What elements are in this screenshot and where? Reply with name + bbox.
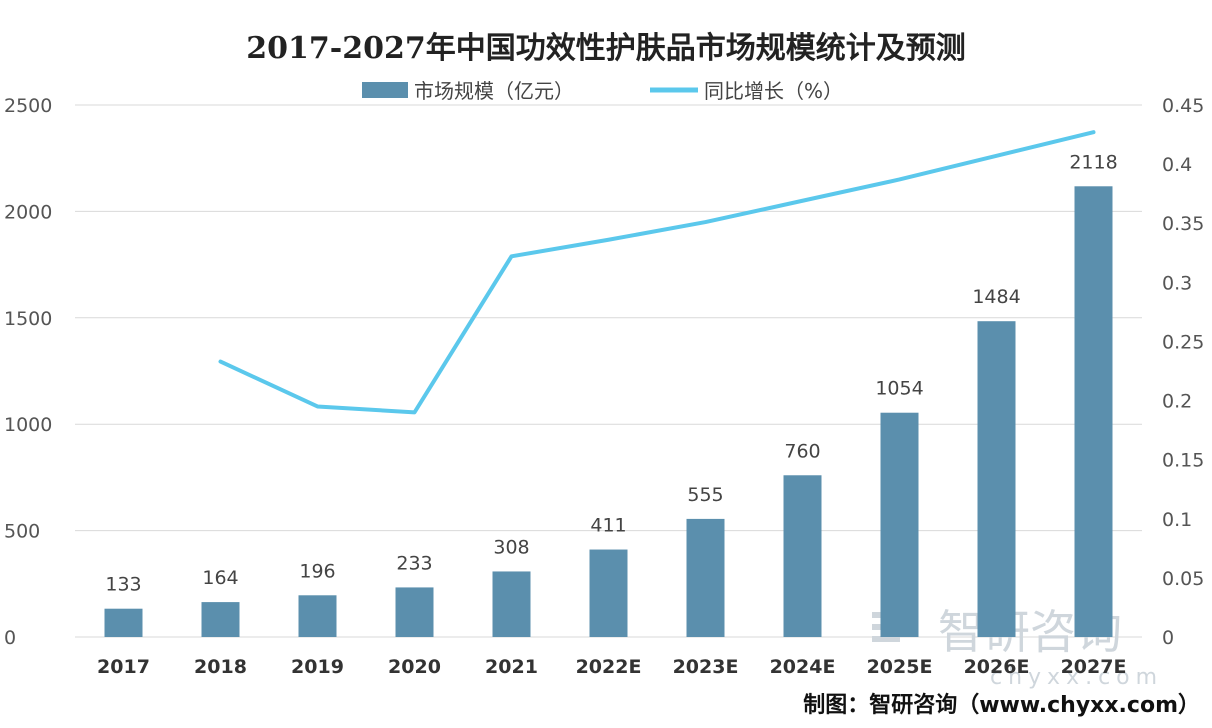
right-tick-label: 0.45	[1162, 95, 1204, 117]
legend-line-label: 同比增长（%）	[704, 79, 843, 103]
x-tick-label: 2026E	[964, 656, 1030, 678]
left-tick-label: 500	[4, 521, 40, 543]
bar	[201, 602, 240, 637]
right-axis: 0 0.05 0.1 0.15 0.2 0.25 0.3 0.35 0.4 0.45	[1162, 95, 1204, 649]
x-tick-label: 2025E	[867, 656, 933, 678]
bar-value-label: 760	[784, 440, 820, 462]
bar-value-label: 196	[299, 560, 335, 582]
x-tick-label: 2021	[485, 656, 538, 678]
bar	[977, 321, 1016, 637]
bar	[395, 587, 434, 637]
growth-line-series	[218, 130, 1096, 415]
chart-title: 2017-2027年中国功效性护肤品市场规模统计及预测	[246, 31, 965, 66]
bar	[589, 549, 628, 637]
left-tick-label: 2000	[4, 201, 52, 223]
legend-bar-label: 市场规模（亿元）	[414, 79, 574, 103]
left-axis: 0 500 1000 1500 2000 2500	[4, 95, 52, 649]
right-tick-label: 0.05	[1162, 568, 1204, 590]
bar-value-label: 308	[493, 536, 529, 558]
bar-value-label: 555	[687, 484, 723, 506]
right-tick-label: 0.3	[1162, 272, 1192, 294]
x-tick-label: 2024E	[770, 656, 836, 678]
bar-value-label: 164	[202, 567, 238, 589]
bar-series	[104, 186, 1113, 637]
x-tick-label: 2017	[97, 656, 150, 678]
x-tick-label: 2019	[291, 656, 344, 678]
right-tick-label: 0.25	[1162, 331, 1204, 353]
left-tick-label: 2500	[4, 95, 52, 117]
left-tick-label: 0	[4, 627, 16, 649]
bar-value-label: 2118	[1069, 151, 1117, 173]
right-tick-label: 0.15	[1162, 450, 1204, 472]
x-tick-label: 2020	[388, 656, 441, 678]
data-labels: 133 164 196 233 308 411 555 760 1054 1484 2118	[105, 151, 1117, 595]
bar	[686, 518, 725, 637]
right-tick-label: 0.1	[1162, 509, 1192, 531]
left-tick-label: 1500	[4, 308, 52, 330]
bar-value-label: 1484	[972, 286, 1020, 308]
bar	[1074, 186, 1113, 637]
watermark-sub: chyxx.com	[990, 665, 1163, 690]
left-tick-label: 1000	[4, 414, 52, 436]
x-tick-label: 2027E	[1061, 656, 1127, 678]
bar-value-label: 411	[590, 515, 626, 537]
legend: 市场规模（亿元） 同比增长（%）	[362, 79, 843, 103]
right-tick-label: 0	[1162, 627, 1174, 649]
bar-value-label: 233	[396, 552, 432, 574]
bar	[298, 595, 337, 637]
gridlines	[75, 104, 1142, 638]
bar	[104, 608, 143, 637]
bar	[783, 475, 822, 637]
x-axis: 2017 2018 2019 2020 2021 2022E 2023E 2024E 2025E…	[97, 656, 1126, 678]
growth-line	[218, 130, 1096, 415]
right-tick-label: 0.2	[1162, 391, 1192, 413]
bar	[492, 571, 531, 637]
bar	[880, 412, 919, 637]
x-tick-label: 2018	[194, 656, 247, 678]
footer-source: 制图：智研咨询（www.chyxx.com）	[803, 692, 1200, 718]
right-tick-label: 0.4	[1162, 154, 1192, 176]
x-tick-label: 2023E	[673, 656, 739, 678]
bar-value-label: 133	[105, 574, 141, 596]
right-tick-label: 0.35	[1162, 213, 1204, 235]
bar-value-label: 1054	[875, 378, 923, 400]
legend-bar-swatch	[362, 82, 408, 98]
x-tick-label: 2022E	[576, 656, 642, 678]
